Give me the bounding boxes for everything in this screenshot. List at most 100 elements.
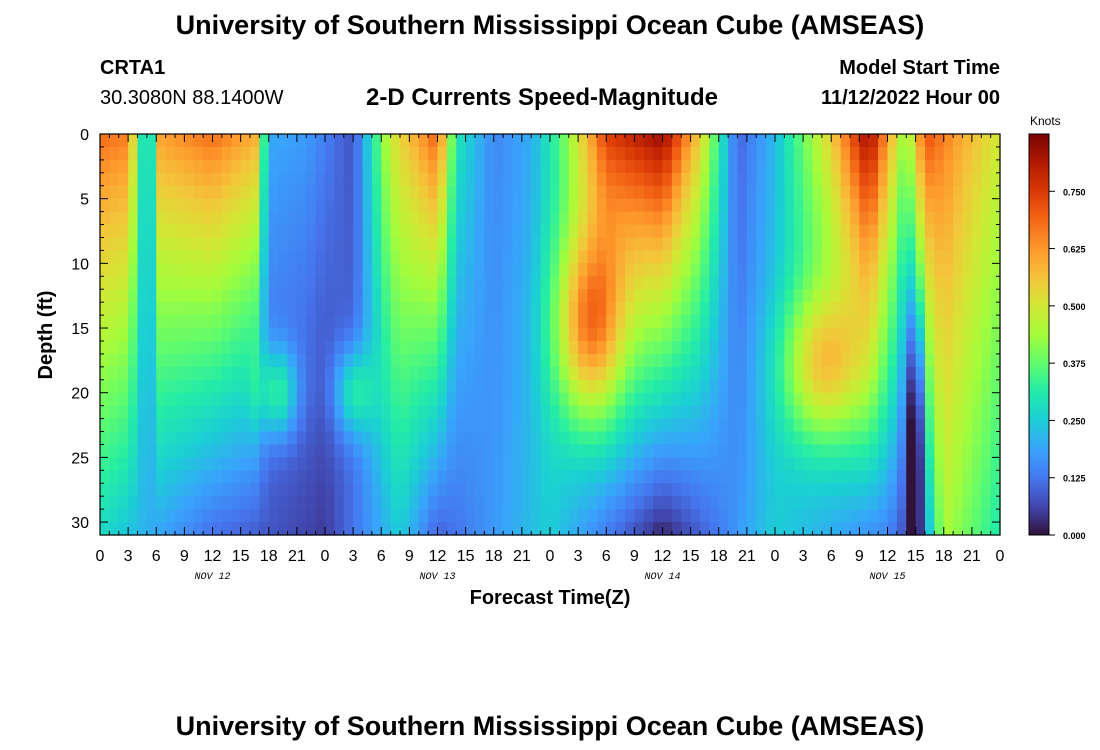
heatmap-cell bbox=[915, 250, 926, 264]
heatmap-cell bbox=[475, 211, 485, 226]
heatmap-cell bbox=[625, 276, 635, 290]
heatmap-cell bbox=[306, 289, 317, 303]
heatmap-cell bbox=[146, 340, 157, 355]
heatmap-cell bbox=[746, 379, 757, 394]
heatmap-cell bbox=[418, 159, 429, 174]
heatmap-cell bbox=[653, 250, 664, 264]
heatmap-cell bbox=[259, 392, 270, 407]
heatmap-cell bbox=[568, 172, 579, 187]
heatmap-cell bbox=[887, 263, 898, 277]
heatmap-cell bbox=[278, 457, 289, 471]
heatmap-cell bbox=[409, 185, 420, 200]
x-tick-label: 9 bbox=[630, 548, 639, 565]
heatmap-cell bbox=[915, 237, 926, 252]
heatmap-cell bbox=[475, 457, 485, 471]
heatmap-cell bbox=[850, 172, 860, 187]
heatmap-cell bbox=[925, 146, 935, 161]
heatmap-cell bbox=[690, 198, 701, 213]
heatmap-cell bbox=[184, 211, 195, 226]
heatmap-cell bbox=[428, 328, 439, 342]
heatmap-cell bbox=[700, 198, 710, 213]
heatmap-cell bbox=[868, 509, 879, 523]
heatmap-cell bbox=[484, 522, 495, 536]
heatmap-cell bbox=[615, 289, 626, 303]
heatmap-cell bbox=[175, 134, 185, 148]
heatmap-cell bbox=[962, 418, 973, 433]
heatmap-cell bbox=[503, 198, 514, 213]
heatmap-cell bbox=[531, 470, 542, 484]
heatmap-cell bbox=[531, 366, 542, 381]
heatmap-cell bbox=[109, 418, 120, 433]
heatmap-cell bbox=[643, 418, 654, 433]
heatmap-cell bbox=[306, 353, 317, 368]
heatmap-cell bbox=[287, 328, 298, 342]
heatmap-cell bbox=[296, 328, 307, 342]
heatmap-cell bbox=[193, 159, 204, 174]
heatmap-cell bbox=[850, 457, 860, 471]
heatmap-cell bbox=[137, 159, 148, 174]
heatmap-cell bbox=[718, 250, 729, 264]
heatmap-cell bbox=[325, 470, 335, 484]
heatmap-cell bbox=[259, 315, 270, 329]
heatmap-cell bbox=[934, 353, 945, 368]
heatmap-cell bbox=[550, 211, 560, 226]
heatmap-cell bbox=[409, 366, 420, 381]
heatmap-cell bbox=[437, 392, 448, 407]
heatmap-cell bbox=[418, 198, 429, 213]
heatmap-cell bbox=[746, 418, 757, 433]
heatmap-cell bbox=[165, 444, 176, 458]
heatmap-cell bbox=[868, 224, 879, 239]
heatmap-cell bbox=[793, 405, 804, 420]
heatmap-cell bbox=[971, 185, 982, 200]
heatmap-cell bbox=[615, 366, 626, 381]
heatmap-cell bbox=[559, 289, 570, 303]
heatmap-cell bbox=[915, 470, 926, 484]
heatmap-cell bbox=[465, 509, 476, 523]
heatmap-cell bbox=[896, 198, 907, 213]
heatmap-cell bbox=[934, 470, 945, 484]
heatmap-cell bbox=[990, 418, 1001, 433]
heatmap-cell bbox=[625, 146, 635, 161]
heatmap-cell bbox=[850, 198, 860, 213]
heatmap-cell bbox=[306, 237, 317, 252]
heatmap-cell bbox=[568, 405, 579, 420]
heatmap-cell bbox=[381, 172, 392, 187]
heatmap-cell bbox=[906, 366, 917, 381]
heatmap-cell bbox=[390, 418, 401, 433]
heatmap-cell bbox=[887, 134, 898, 148]
heatmap-cell bbox=[390, 289, 401, 303]
heatmap-cell bbox=[146, 470, 157, 484]
heatmap-cell bbox=[353, 302, 364, 316]
heatmap-cell bbox=[615, 328, 626, 342]
heatmap-cell bbox=[812, 237, 823, 252]
heatmap-cell bbox=[184, 509, 195, 523]
heatmap-cell bbox=[390, 159, 401, 174]
heatmap-cell bbox=[109, 340, 120, 355]
heatmap-cell bbox=[643, 457, 654, 471]
heatmap-cell bbox=[296, 392, 307, 407]
heatmap-cell bbox=[840, 315, 851, 329]
heatmap-cell bbox=[887, 353, 898, 368]
heatmap-cell bbox=[390, 392, 401, 407]
heatmap-cell bbox=[428, 302, 439, 316]
heatmap-cell bbox=[409, 483, 420, 497]
heatmap-cell bbox=[887, 302, 898, 316]
heatmap-cell bbox=[784, 405, 795, 420]
heatmap-cell bbox=[184, 328, 195, 342]
heatmap-cell bbox=[428, 379, 439, 394]
heatmap-cell bbox=[390, 276, 401, 290]
heatmap-cell bbox=[240, 315, 251, 329]
heatmap-cell bbox=[559, 185, 570, 200]
heatmap-cell bbox=[934, 250, 945, 264]
heatmap-cell bbox=[146, 431, 157, 446]
heatmap-cell bbox=[606, 431, 617, 446]
heatmap-cell bbox=[493, 302, 504, 316]
heatmap-cell bbox=[925, 353, 935, 368]
heatmap-cell bbox=[953, 211, 964, 226]
heatmap-cell bbox=[268, 302, 279, 316]
heatmap-cell bbox=[709, 366, 720, 381]
heatmap-cell bbox=[915, 392, 926, 407]
heatmap-cell bbox=[756, 328, 767, 342]
heatmap-cell bbox=[634, 392, 645, 407]
heatmap-cell bbox=[334, 483, 345, 497]
